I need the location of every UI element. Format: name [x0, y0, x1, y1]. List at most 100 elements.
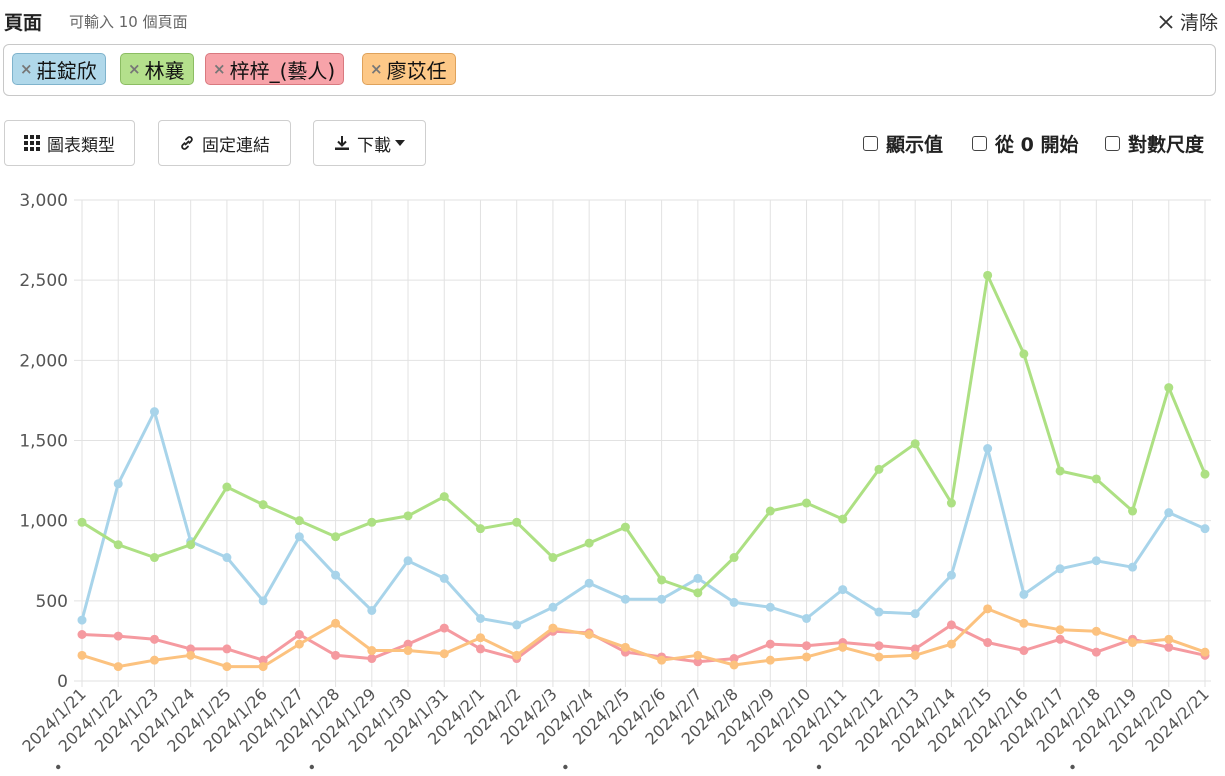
- data-point: [475, 644, 485, 654]
- data-point: [946, 620, 956, 630]
- data-point: [439, 492, 449, 502]
- weekday-marker: [309, 764, 315, 770]
- data-point: [1200, 469, 1210, 479]
- data-point: [367, 517, 377, 527]
- data-point: [620, 642, 630, 652]
- data-point: [258, 500, 268, 510]
- data-point: [983, 444, 993, 454]
- remove-tag-icon[interactable]: ×: [20, 60, 33, 78]
- page-tag-label: 莊錠欣: [36, 58, 97, 83]
- data-point: [258, 596, 268, 606]
- data-point: [983, 638, 993, 648]
- data-point: [331, 532, 341, 542]
- data-point: [113, 631, 123, 641]
- show-values-label: 顯示值: [886, 134, 944, 156]
- data-point: [403, 639, 413, 649]
- clear-label: 清除: [1179, 12, 1218, 34]
- data-point: [113, 540, 123, 550]
- data-point: [1019, 646, 1029, 656]
- data-point: [946, 498, 956, 508]
- chart-type-button[interactable]: 圖表類型: [4, 120, 135, 166]
- data-point: [367, 646, 377, 656]
- weekday-marker: [56, 764, 61, 770]
- data-point: [729, 654, 739, 664]
- data-point: [77, 615, 87, 625]
- weekday-marker: [563, 764, 568, 770]
- weekday-marker: [816, 764, 822, 770]
- series-line: [80, 410, 1206, 627]
- download-button[interactable]: 下載: [313, 120, 426, 166]
- page-tag-input[interactable]: × 莊錠欣 × 林襄 × 梓梓_(藝人) × 廖苡任: [3, 44, 1216, 96]
- data-point: [77, 650, 87, 660]
- permalink-button[interactable]: 固定連結: [158, 120, 291, 166]
- data-point: [620, 522, 630, 532]
- data-point: [186, 540, 196, 550]
- data-point: [983, 270, 993, 280]
- page-tag-2[interactable]: × 梓梓_(藝人): [205, 53, 345, 85]
- remove-tag-icon[interactable]: ×: [128, 60, 141, 78]
- data-point: [222, 482, 232, 492]
- remove-tag-icon[interactable]: ×: [213, 60, 226, 78]
- data-point: [331, 650, 341, 660]
- remove-tag-icon[interactable]: ×: [370, 60, 383, 78]
- series-line: [81, 623, 1206, 664]
- data-point: [802, 641, 812, 651]
- data-point: [1164, 642, 1174, 652]
- data-point: [584, 538, 594, 548]
- data-point: [657, 575, 667, 585]
- page-tag-3[interactable]: × 廖苡任: [362, 53, 456, 85]
- show-values-option[interactable]: 顯示值: [863, 130, 943, 157]
- grid-icon: [24, 135, 40, 151]
- page-tag-label: 林襄: [144, 58, 185, 83]
- data-point: [620, 594, 630, 604]
- series-line: [81, 273, 1207, 595]
- data-point: [729, 597, 739, 607]
- start-zero-checkbox[interactable]: [972, 136, 987, 151]
- data-point: [874, 464, 884, 474]
- data-point: [222, 553, 232, 563]
- data-point: [1164, 383, 1174, 393]
- data-point: [439, 649, 449, 659]
- data-point: [294, 516, 304, 526]
- page-tag-1[interactable]: × 林襄: [120, 53, 194, 85]
- data-point: [367, 605, 377, 615]
- data-point: [729, 660, 739, 670]
- data-point: [1055, 564, 1065, 574]
- data-point: [113, 479, 123, 489]
- series-line: [81, 607, 1206, 669]
- page-tag-label: 梓梓_(藝人): [229, 58, 336, 83]
- data-point: [1019, 618, 1029, 628]
- data-point: [838, 585, 848, 595]
- data-point: [512, 517, 522, 527]
- data-point: [910, 609, 920, 619]
- data-point: [838, 642, 848, 652]
- data-point: [331, 570, 341, 580]
- download-icon: [335, 136, 349, 150]
- data-point: [294, 532, 304, 542]
- log-scale-checkbox[interactable]: [1105, 136, 1120, 151]
- data-point: [149, 655, 159, 665]
- show-values-checkbox[interactable]: [863, 136, 878, 151]
- data-point: [1091, 474, 1101, 484]
- y-tick-label: 2,000: [19, 351, 68, 371]
- data-point: [802, 613, 812, 623]
- y-tick-label: 0: [57, 672, 68, 692]
- data-point: [475, 633, 485, 643]
- data-point: [403, 511, 413, 521]
- log-scale-option[interactable]: 對數尺度: [1105, 130, 1204, 157]
- y-tick-label: 2,500: [19, 271, 68, 291]
- data-point: [294, 639, 304, 649]
- y-tick-label: 3,000: [19, 191, 68, 211]
- data-point: [983, 604, 993, 614]
- start-zero-option[interactable]: 從 0 開始: [972, 130, 1078, 157]
- data-point: [1055, 625, 1065, 635]
- data-point: [548, 553, 558, 563]
- chart-type-label: 圖表類型: [47, 135, 115, 156]
- page-tag-0[interactable]: × 莊錠欣: [12, 53, 106, 85]
- link-icon: [181, 136, 193, 150]
- data-point: [1128, 562, 1138, 572]
- data-point: [657, 655, 667, 665]
- clear-button[interactable]: 清除: [1158, 8, 1218, 35]
- pageviews-line-chart: 05001,0001,5002,0002,5003,0002024/1/2120…: [18, 191, 1213, 770]
- data-point: [512, 650, 522, 660]
